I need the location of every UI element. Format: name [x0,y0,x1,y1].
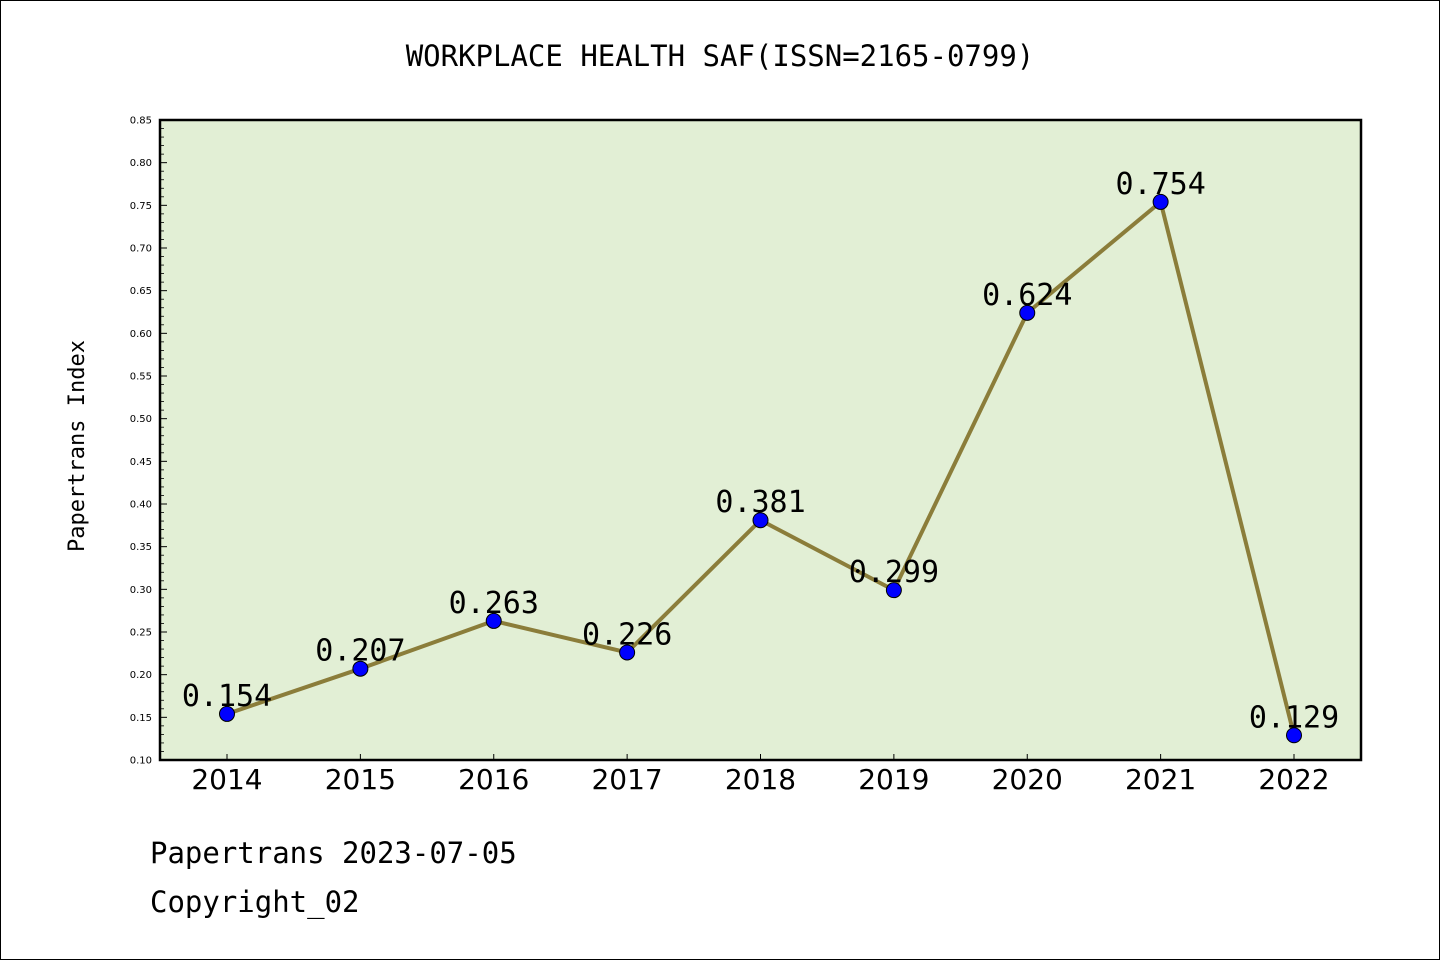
y-tick-label: 0.10 [130,756,152,767]
x-tick-label: 2017 [591,763,662,796]
y-tick-label: 0.40 [130,500,152,511]
data-label: 0.263 [449,586,539,621]
y-tick-label: 0.55 [130,372,152,383]
x-tick-label: 2019 [858,763,929,796]
data-label: 0.381 [715,485,805,520]
y-tick-label: 0.75 [130,201,152,212]
y-tick-label: 0.45 [130,457,152,468]
x-tick-label: 2018 [725,763,796,796]
footer-copyright-text: Copyright_02 [150,885,360,919]
data-point-marker [885,582,902,599]
data-point-marker [1019,304,1036,321]
y-tick-label: 0.50 [130,414,152,425]
data-point-marker [1152,193,1169,210]
x-tick-label: 2015 [325,763,396,796]
plot-border [158,118,1363,762]
y-tick-label: 0.30 [130,585,152,596]
data-label: 0.154 [182,679,272,714]
y-tick-label: 0.80 [130,158,152,169]
x-tick-label: 2014 [191,763,262,796]
x-tick-label: 2021 [1125,763,1196,796]
y-tick-label: 0.60 [130,329,152,340]
data-point-marker [352,660,369,677]
x-tick-label: 2020 [992,763,1063,796]
data-point-marker [485,612,502,629]
y-tick-label: 0.70 [130,244,152,255]
data-label: 0.754 [1115,167,1205,202]
data-label: 0.299 [849,555,939,590]
data-label: 0.207 [315,634,405,669]
y-tick-label: 0.20 [130,670,152,681]
data-label: 0.226 [582,617,672,652]
y-tick-label: 0.25 [130,628,152,639]
data-point-marker [219,705,235,722]
y-tick-label: 0.65 [130,286,152,297]
x-tick-label: 2022 [1258,763,1329,796]
y-tick-label: 0.35 [130,542,152,553]
chart-title: WORKPLACE HEALTH SAF(ISSN=2165-0799) [406,39,1035,73]
data-point-marker [752,512,769,529]
data-label: 0.129 [1249,700,1339,735]
y-tick-label: 0.85 [130,116,152,127]
data-label: 0.624 [982,278,1072,313]
y-tick-label: 0.15 [130,713,152,724]
footer-date-text: Papertrans 2023-07-05 [150,836,517,870]
data-point-marker [1286,727,1302,744]
x-tick-label: 2016 [458,763,529,796]
data-point-marker [619,644,636,661]
plot-area [160,120,1361,760]
y-axis-label: Papertrans Index [65,340,90,552]
